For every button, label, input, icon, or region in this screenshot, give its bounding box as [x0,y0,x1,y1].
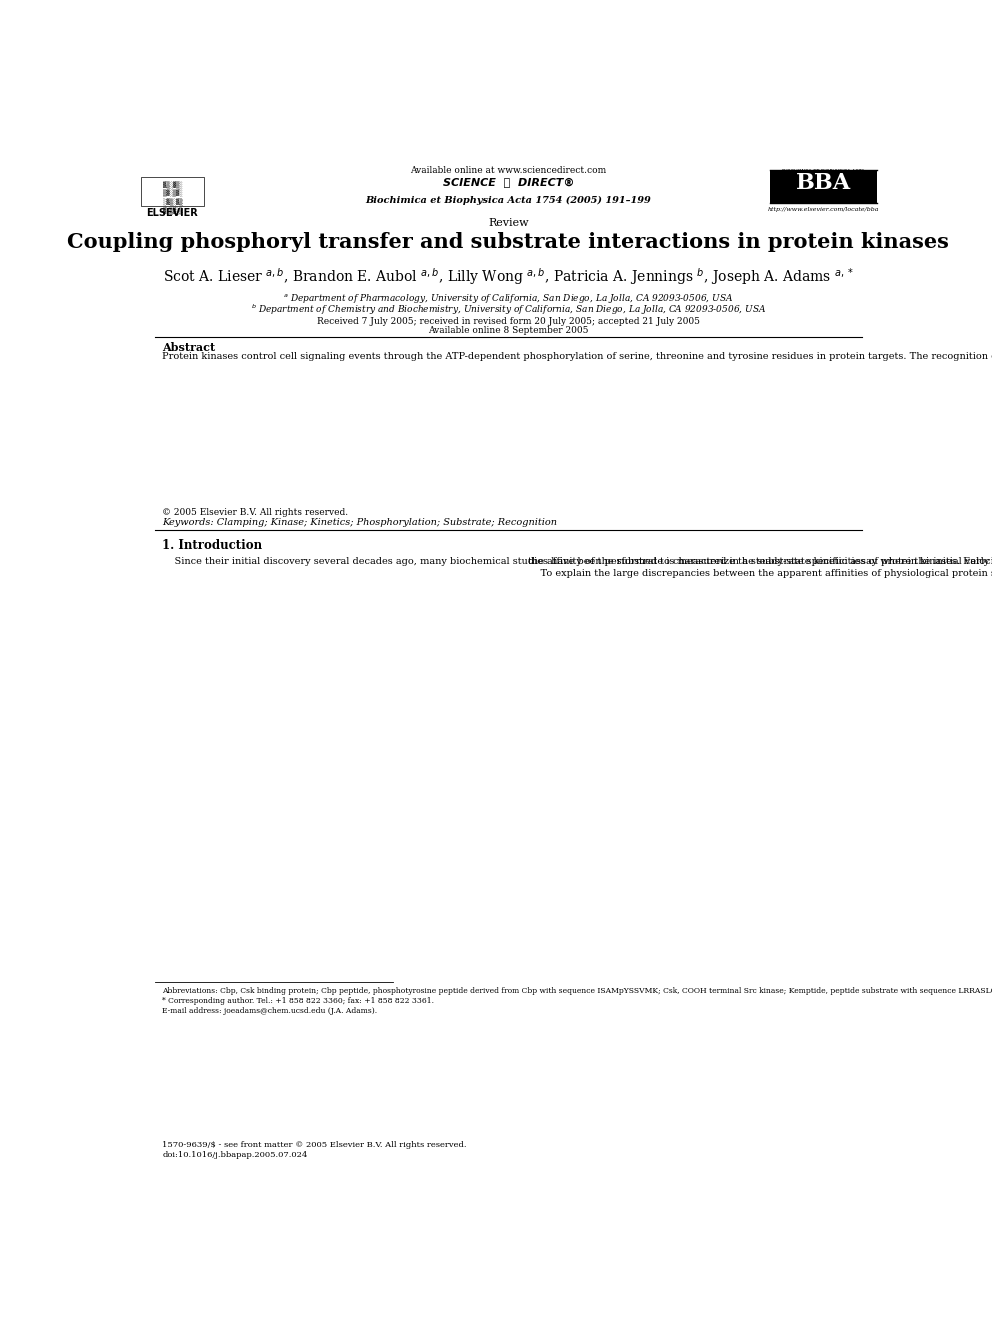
Text: doi:10.1016/j.bbapap.2005.07.024: doi:10.1016/j.bbapap.2005.07.024 [163,1151,308,1159]
Text: Review: Review [488,218,529,228]
Text: $^a$ Department of Pharmacology, University of California, San Diego, La Jolla, : $^a$ Department of Pharmacology, Univers… [283,292,734,306]
Text: http://www.elsevier.com/locate/bba: http://www.elsevier.com/locate/bba [768,206,879,212]
Text: the affinity of the substrate is measured in a steady-state kinetic assay where : the affinity of the substrate is measure… [528,557,992,578]
Text: Since their initial discovery several decades ago, many biochemical studies have: Since their initial discovery several de… [163,557,992,566]
Text: ▓▒░▓▒░
▒▓░▒▓░
░▓▒░▓▒
▓░▒▓░▒: ▓▒░▓▒░ ▒▓░▒▓░ ░▓▒░▓▒ ▓░▒▓░▒ [163,181,183,214]
Text: 1570-9639/$ - see front matter © 2005 Elsevier B.V. All rights reserved.: 1570-9639/$ - see front matter © 2005 El… [163,1140,467,1148]
Bar [770,169,878,202]
Text: $^b$ Department of Chemistry and Biochemistry, University of California, San Die: $^b$ Department of Chemistry and Biochem… [251,303,766,316]
Text: Biochimica et Biophysica Acta 1754 (2005) 191–199: Biochimica et Biophysica Acta 1754 (2005… [365,196,652,205]
Text: © 2005 Elsevier B.V. All rights reserved.: © 2005 Elsevier B.V. All rights reserved… [163,508,348,517]
Text: Available online at www.sciencedirect.com: Available online at www.sciencedirect.co… [411,165,606,175]
Text: Keywords: Clamping; Kinase; Kinetics; Phosphorylation; Substrate; Recognition: Keywords: Clamping; Kinase; Kinetics; Ph… [163,519,558,528]
Text: Coupling phosphoryl transfer and substrate interactions in protein kinases: Coupling phosphoryl transfer and substra… [67,232,949,253]
Text: Received 7 July 2005; received in revised form 20 July 2005; accepted 21 July 20: Received 7 July 2005; received in revise… [316,316,700,325]
Text: 1. Introduction: 1. Introduction [163,538,263,552]
Text: BIOCHIMICA ET BIOPHYSICA ACTA: BIOCHIMICA ET BIOPHYSICA ACTA [783,169,865,173]
Text: Available online 8 September 2005: Available online 8 September 2005 [429,325,588,335]
Text: Abbreviations: Cbp, Csk binding protein; Cbp peptide, phosphotyrosine peptide de: Abbreviations: Cbp, Csk binding protein;… [163,987,992,1015]
Text: Scot A. Lieser $^{a,b}$, Brandon E. Aubol $^{a,b}$, Lilly Wong $^{a,b}$, Patrici: Scot A. Lieser $^{a,b}$, Brandon E. Aubo… [163,266,854,287]
Bar [141,177,204,205]
Text: SCIENCE  ⓓ  DIRECT®: SCIENCE ⓓ DIRECT® [442,179,574,188]
Text: ELSEVIER: ELSEVIER [147,208,198,218]
Text: Abstract: Abstract [163,343,215,353]
Text: Protein kinases control cell signaling events through the ATP-dependent phosphor: Protein kinases control cell signaling e… [163,352,992,361]
Text: BBA: BBA [796,172,851,194]
